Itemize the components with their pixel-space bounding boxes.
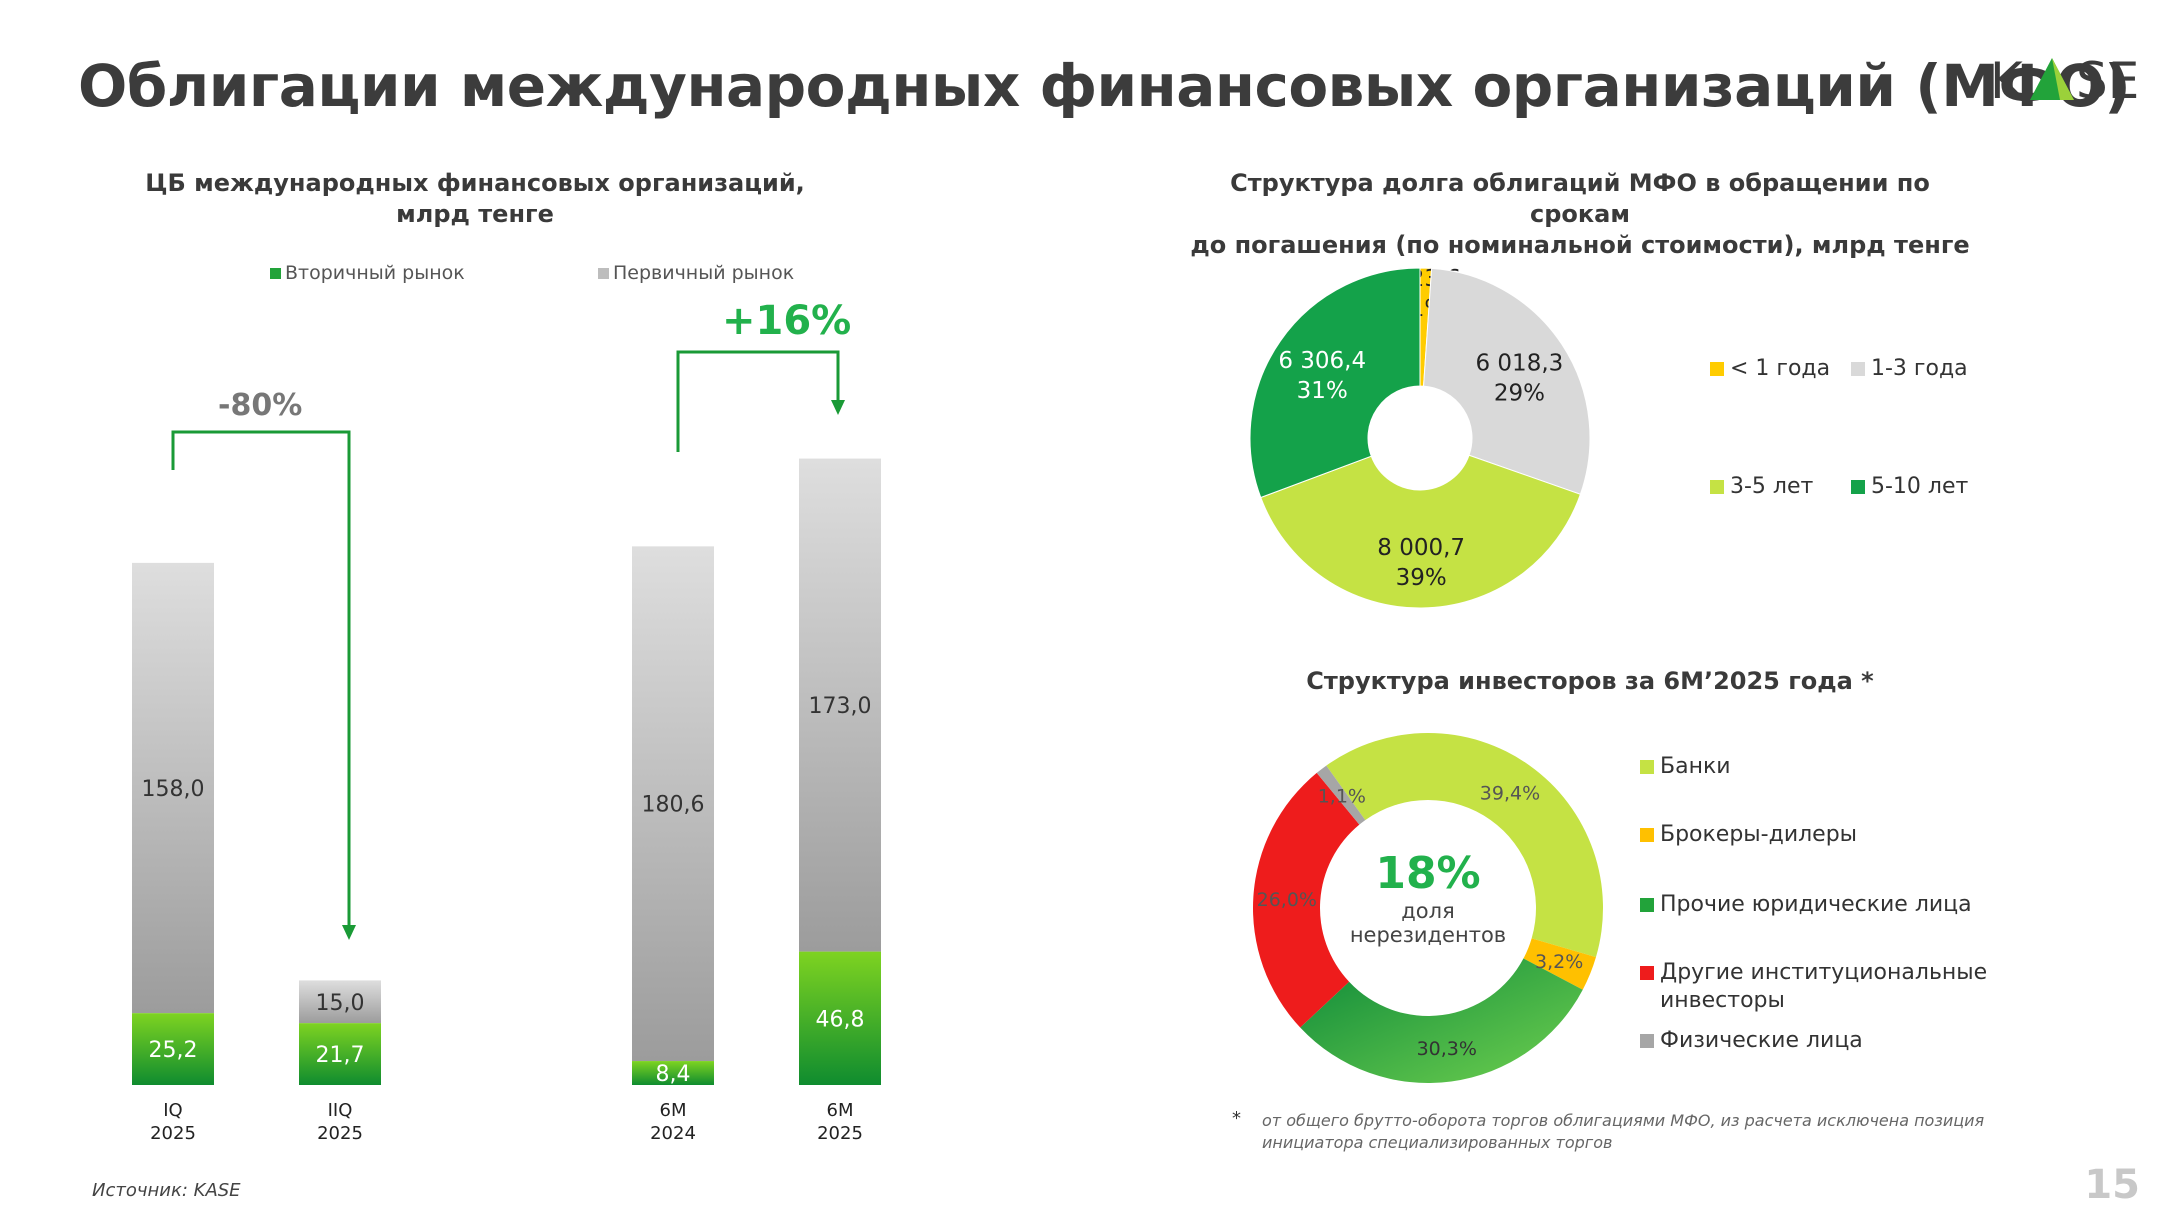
slice-3-5 xyxy=(1260,454,1582,609)
x-tick-label: IIQ 2025 xyxy=(317,1100,363,1144)
slice-percent-label: 29% xyxy=(1494,381,1545,407)
legend-individuals: Физические лица xyxy=(1640,1028,1863,1053)
slice-percent-label: 39,4% xyxy=(1480,783,1540,805)
legend-swatch-other-legal xyxy=(1640,897,1654,912)
slice-individuals xyxy=(1316,765,1366,825)
bar-chart-title-line1: ЦБ международных финансовых организаций, xyxy=(145,169,805,197)
bar-primary-market xyxy=(132,562,214,1014)
legend-other-legal: Прочие юридические лица xyxy=(1640,892,1972,917)
legend-lt1: < 1 года xyxy=(1710,356,1830,381)
slice-1-3 xyxy=(1423,267,1591,495)
footnote-line2: инициатора специализированных торгов xyxy=(1262,1132,1613,1152)
bar-primary-market xyxy=(632,546,714,1062)
slice-percent-label: 1,1% xyxy=(1318,786,1366,808)
bar-secondary-market xyxy=(632,1061,714,1085)
legend-swatch-lt1 xyxy=(1710,361,1724,376)
legend-primary-market: Первичный рынок xyxy=(598,262,794,284)
legend-institutional-line2: инвесторы xyxy=(1660,988,1785,1013)
legend-label-secondary: Вторичный рынок xyxy=(285,262,465,284)
legend-swatch-institutional xyxy=(1640,965,1654,980)
slice-other-legal xyxy=(1300,958,1583,1083)
source: Источник: KASE xyxy=(92,1180,241,1201)
nonresident-label-line1: доля xyxy=(1401,899,1455,923)
annotation-minus-80: -80% xyxy=(218,388,303,423)
bar-secondary-market xyxy=(799,951,881,1085)
legend-swatch-primary xyxy=(598,267,609,279)
slice-value-label: 6 306,4 xyxy=(1278,348,1366,374)
slice-percent-label: 30,3% xyxy=(1417,1038,1477,1060)
bar-label-primary: 158,0 xyxy=(142,777,205,802)
bar-label-primary: 15,0 xyxy=(316,991,365,1016)
donut-center: 18% доля нерезидентов xyxy=(1288,848,1568,947)
bar-label-secondary: 8,4 xyxy=(656,1062,691,1087)
annotation-plus-16: +16% xyxy=(722,298,852,344)
page-title: Облигации международных финансовых орган… xyxy=(78,52,2131,120)
bar-label-primary: 173,0 xyxy=(809,694,872,719)
x-tick-label: IQ 2025 xyxy=(150,1100,196,1144)
bar-secondary-market xyxy=(299,1023,381,1085)
bar-label-secondary: 21,7 xyxy=(316,1043,365,1068)
legend-swatch-5-10 xyxy=(1851,479,1865,494)
slice-percent-label: 3,2% xyxy=(1535,951,1583,973)
legend-swatch-3-5 xyxy=(1710,479,1724,494)
legend-institutional: Другие институциональные xyxy=(1640,960,1987,985)
source-value: KASE xyxy=(193,1180,241,1201)
change-arrow-left xyxy=(171,430,351,930)
nonresident-share-value: 18% xyxy=(1375,848,1481,899)
page-number: 15 xyxy=(2084,1162,2140,1208)
legend-label-primary: Первичный рынок xyxy=(613,262,795,284)
bar-chart-title-line2: млрд тенге xyxy=(396,200,554,229)
slice-brokers xyxy=(1523,938,1596,990)
slice-percent-label: 26,0% xyxy=(1257,889,1317,911)
bar-chart-title: ЦБ международных финансовых организаций,… xyxy=(120,168,830,230)
x-tick-label: 6M 2025 xyxy=(817,1100,863,1144)
footnote-line1: от общего брутто-оборота торгов облигаци… xyxy=(1262,1111,1985,1130)
kase-logo: K SE xyxy=(1990,50,2140,110)
legend-swatch-secondary xyxy=(270,267,281,279)
investors-donut-chart: 39,4% 3,2% 30,3% 26,0% 1,1% xyxy=(1253,733,1603,1083)
bar-secondary-market xyxy=(132,1013,214,1085)
slice-5-10 xyxy=(1249,267,1421,499)
change-arrow-right xyxy=(676,350,840,452)
legend-5-10: 5-10 лет xyxy=(1851,474,1968,499)
svg-text:SE: SE xyxy=(2076,52,2139,110)
slice-value-label: 6 018,3 xyxy=(1475,351,1563,377)
legend-secondary-market: Вторичный рынок xyxy=(270,262,465,284)
bar-label-secondary: 46,8 xyxy=(816,1007,865,1032)
slice-banks xyxy=(1326,733,1603,958)
svg-text:K: K xyxy=(1990,52,2024,110)
slice-percent-label: 31% xyxy=(1297,378,1348,404)
bar-primary-market xyxy=(799,458,881,952)
maturity-donut-chart: 223,61%6 018,329%8 000,739%6 306,431% xyxy=(1249,266,1591,609)
slice-value-label: 8 000,7 xyxy=(1377,535,1465,561)
maturity-title-line1: Структура долга облигаций МФО в обращени… xyxy=(1230,169,1930,229)
legend-swatch-banks xyxy=(1640,759,1654,774)
footnote: от общего брутто-оборота торгов облигаци… xyxy=(1262,1110,1984,1153)
slice-institutional xyxy=(1253,772,1360,1028)
legend-brokers: Брокеры-дилеры xyxy=(1640,822,1857,847)
legend-swatch-individuals xyxy=(1640,1033,1654,1048)
bar-label-primary: 180,6 xyxy=(642,793,705,818)
slice-percent-label: 39% xyxy=(1396,565,1447,591)
bar-label-secondary: 25,2 xyxy=(149,1038,198,1063)
nonresident-label-line2: нерезидентов xyxy=(1349,923,1507,948)
investors-chart-title: Структура инвесторов за 6М’2025 года * xyxy=(1306,667,1874,695)
arrowhead-left xyxy=(342,925,356,940)
maturity-chart-title: Структура долга облигаций МФО в обращени… xyxy=(1180,168,1980,262)
x-tick-label: 6M 2024 xyxy=(650,1100,696,1144)
footnote-star: * xyxy=(1232,1108,1241,1129)
maturity-title-line2: до погашения (по номинальной стоимости),… xyxy=(1190,231,1970,260)
bar-primary-market xyxy=(299,980,381,1024)
source-label: Источник: xyxy=(92,1180,188,1201)
legend-swatch-brokers xyxy=(1640,827,1654,842)
legend-1-3: 1-3 года xyxy=(1851,356,1968,381)
legend-banks: Банки xyxy=(1640,754,1731,779)
legend-swatch-1-3 xyxy=(1851,361,1865,376)
arrowhead-right xyxy=(831,400,845,415)
legend-3-5: 3-5 лет xyxy=(1710,474,1813,499)
